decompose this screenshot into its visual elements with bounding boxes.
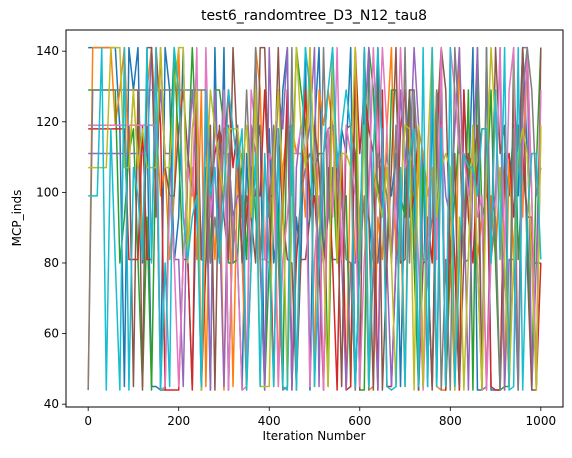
x-axis-label: Iteration Number [263, 429, 366, 443]
y-tick-label: 100 [36, 185, 59, 199]
y-tick-label: 80 [44, 256, 59, 270]
series-line-9 [88, 46, 542, 391]
y-tick-label: 140 [36, 44, 59, 58]
y-tick-label: 120 [36, 115, 59, 129]
x-tick-label: 0 [84, 414, 92, 428]
series-line-10 [88, 46, 542, 391]
y-tick-label: 40 [44, 397, 59, 411]
series-layer [87, 46, 542, 391]
x-axis: 0 200 400 600 800 1000 [84, 407, 556, 428]
y-axis: 40 60 80 100 120 140 [36, 44, 66, 411]
x-tick-label: 200 [167, 414, 190, 428]
y-axis-label: MCP_inds [10, 190, 24, 247]
plot-frame [65, 29, 564, 408]
series-line-7 [88, 46, 542, 391]
x-tick-label: 800 [439, 414, 462, 428]
x-tick-label: 1000 [526, 414, 557, 428]
x-tick-label: 400 [258, 414, 281, 428]
chart-title: test6_randomtree_D3_N12_tau8 [201, 8, 427, 24]
x-tick-label: 600 [348, 414, 371, 428]
y-tick-label: 60 [44, 327, 59, 341]
